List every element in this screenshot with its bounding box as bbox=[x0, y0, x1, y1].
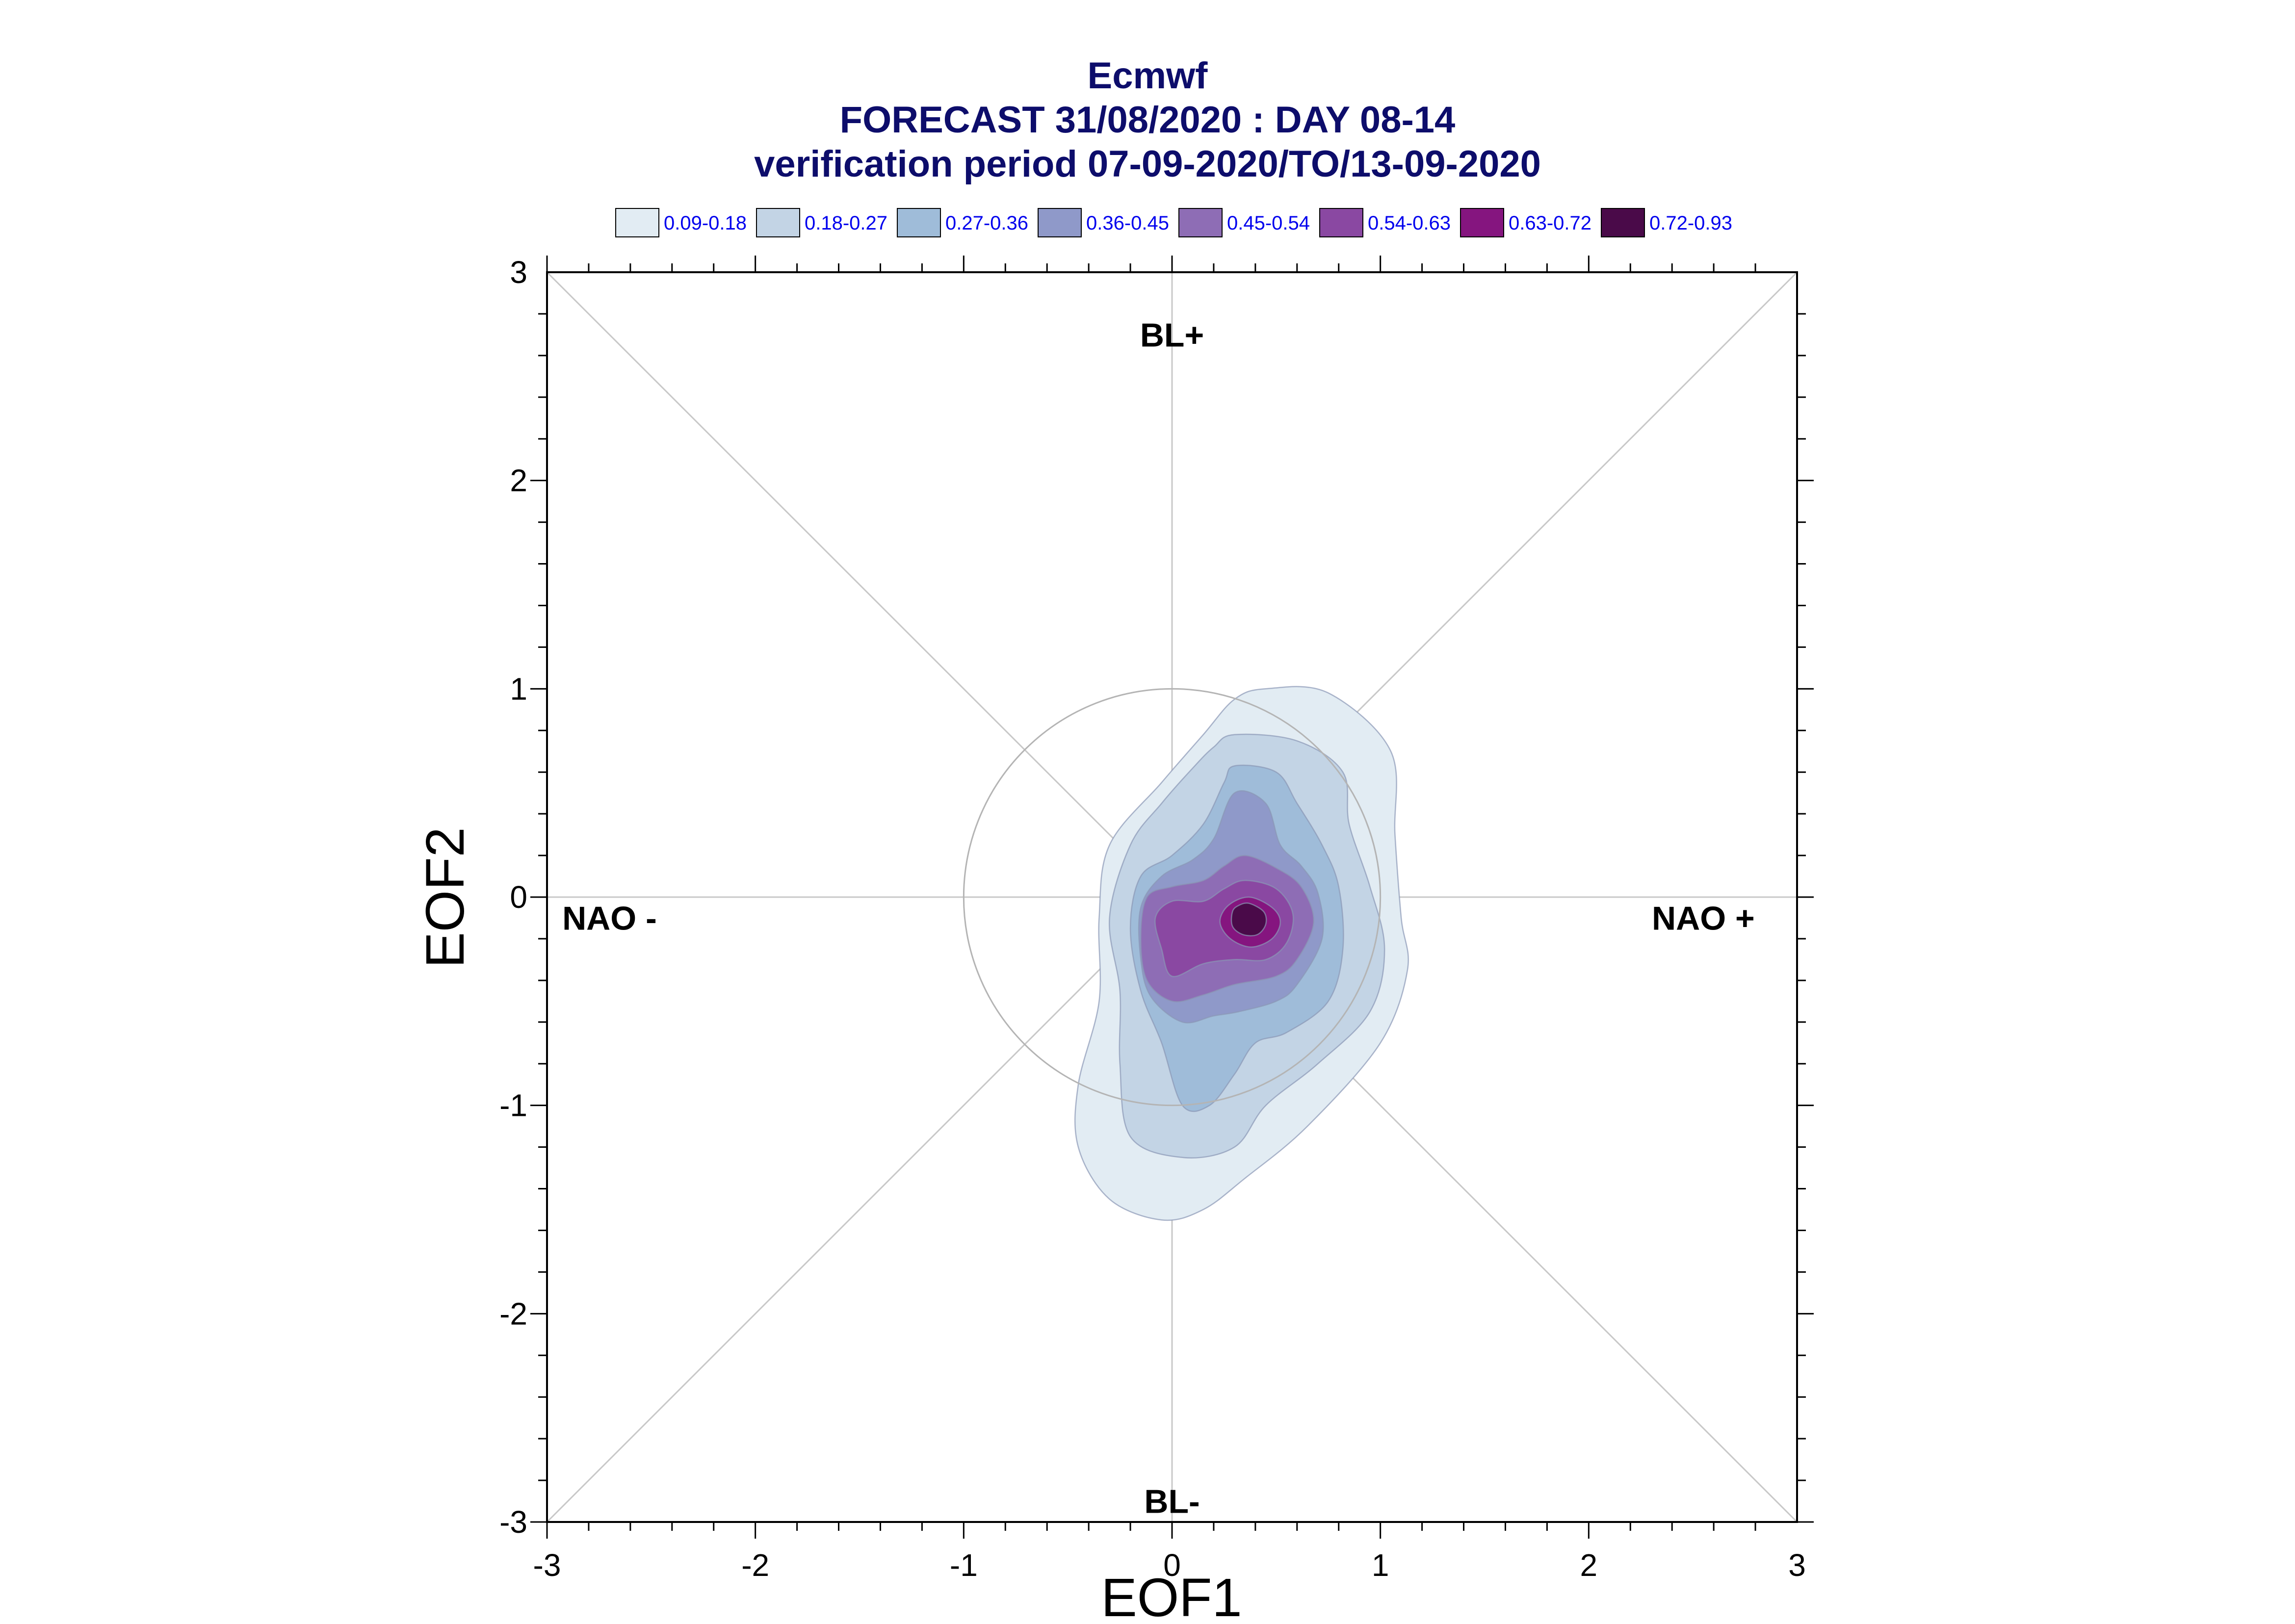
legend-swatch bbox=[897, 208, 941, 237]
chart-title-model: Ecmwf bbox=[1088, 55, 1208, 97]
x-tick-label: 2 bbox=[1580, 1547, 1598, 1583]
x-tick-label: -2 bbox=[741, 1547, 769, 1583]
regime-label: BL- bbox=[1144, 1483, 1200, 1521]
legend-label: 0.54-0.63 bbox=[1368, 212, 1451, 234]
x-tick-label: -3 bbox=[533, 1547, 561, 1583]
legend-label: 0.36-0.45 bbox=[1086, 212, 1169, 234]
x-tick-label: 1 bbox=[1372, 1547, 1389, 1583]
contour-level-8 bbox=[1230, 902, 1267, 937]
y-tick-label: -2 bbox=[499, 1296, 527, 1331]
y-tick-label: -1 bbox=[499, 1088, 527, 1123]
legend-label: 0.27-0.36 bbox=[945, 212, 1028, 234]
legend-swatch bbox=[1601, 208, 1645, 237]
regime-label: BL+ bbox=[1140, 316, 1204, 354]
reference-circle bbox=[963, 688, 1382, 1107]
legend-swatch bbox=[1460, 208, 1504, 237]
chart-title-forecast: FORECAST 31/08/2020 : DAY 08-14 bbox=[840, 99, 1456, 141]
y-tick-label: 1 bbox=[510, 671, 527, 706]
y-tick-label: -3 bbox=[499, 1504, 527, 1540]
legend-label: 0.45-0.54 bbox=[1227, 212, 1310, 234]
y-axis-title: EOF2 bbox=[415, 827, 475, 968]
legend-swatch bbox=[615, 208, 659, 237]
color-legend: 0.09-0.18 0.18-0.27 0.27-0.36 0.36-0.45 0.45… bbox=[615, 208, 1732, 237]
chart-title-verification: verification period 07-09-2020/TO/13-09-… bbox=[754, 143, 1541, 185]
x-tick-label: 3 bbox=[1788, 1547, 1806, 1583]
legend-label: 0.63-0.72 bbox=[1509, 212, 1591, 234]
regime-labels: BL+ BL- NAO - NAO + bbox=[562, 316, 1755, 1520]
y-tick-label: 2 bbox=[510, 463, 527, 498]
y-tick-label: 0 bbox=[510, 879, 527, 915]
legend-label: 0.09-0.18 bbox=[664, 212, 747, 234]
legend-swatch bbox=[1038, 208, 1082, 237]
regime-label: NAO + bbox=[1652, 900, 1755, 937]
legend-label: 0.18-0.27 bbox=[805, 212, 887, 234]
x-axis-title: EOF1 bbox=[1101, 1568, 1242, 1624]
legend-swatch bbox=[1178, 208, 1223, 237]
regime-label: NAO - bbox=[562, 900, 657, 937]
x-tick-label: 0 bbox=[1163, 1547, 1181, 1583]
y-tick-label: 3 bbox=[510, 255, 527, 290]
legend-label: 0.72-0.93 bbox=[1649, 212, 1732, 234]
legend-swatch bbox=[756, 208, 800, 237]
legend-swatch bbox=[1319, 208, 1363, 237]
chart-titles: Ecmwf FORECAST 31/08/2020 : DAY 08-14 ve… bbox=[754, 55, 1541, 185]
plot-area bbox=[546, 271, 1798, 1523]
axis-ticks: -3 -2 -1 0 1 2 3 3 2 1 0 -1 -2 -3 bbox=[499, 255, 1814, 1583]
x-tick-label: -1 bbox=[950, 1547, 978, 1583]
